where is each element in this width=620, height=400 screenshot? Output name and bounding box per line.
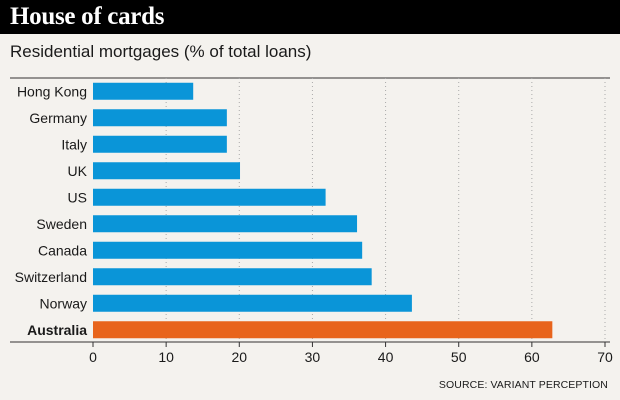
- category-label: Australia: [27, 322, 87, 338]
- category-label: Norway: [40, 295, 87, 311]
- category-label: Switzerland: [15, 269, 87, 285]
- category-label: UK: [68, 163, 88, 179]
- source-note: SOURCE: VARIANT PERCEPTION: [438, 379, 608, 391]
- category-label: Italy: [61, 136, 87, 152]
- bar-germany: [93, 109, 227, 127]
- x-tick-label: 20: [231, 349, 247, 365]
- category-label: Germany: [29, 110, 87, 126]
- category-label: Sweden: [36, 216, 87, 232]
- bar-australia: [93, 321, 553, 339]
- bar-canada: [93, 241, 363, 259]
- bar-sweden: [93, 215, 358, 233]
- title-bar: House of cards: [0, 0, 620, 34]
- category-label: Canada: [38, 242, 87, 258]
- category-label: Hong Kong: [17, 83, 87, 99]
- category-label: US: [68, 189, 87, 205]
- bar-us: [93, 188, 326, 206]
- x-tick-label: 70: [597, 349, 613, 365]
- x-tick-label: 60: [524, 349, 540, 365]
- bar-hong-kong: [93, 82, 194, 100]
- x-tick-label: 50: [451, 349, 467, 365]
- bar-norway: [93, 294, 412, 312]
- chart-title: House of cards: [10, 3, 165, 30]
- x-tick-label: 0: [89, 349, 97, 365]
- bar-switzerland: [93, 268, 372, 286]
- x-tick-label: 40: [378, 349, 394, 365]
- bar-italy: [93, 135, 227, 153]
- x-tick-label: 10: [158, 349, 174, 365]
- x-tick-label: 30: [305, 349, 321, 365]
- bar-uk: [93, 162, 241, 180]
- chart-subtitle: Residential mortgages (% of total loans): [10, 42, 312, 61]
